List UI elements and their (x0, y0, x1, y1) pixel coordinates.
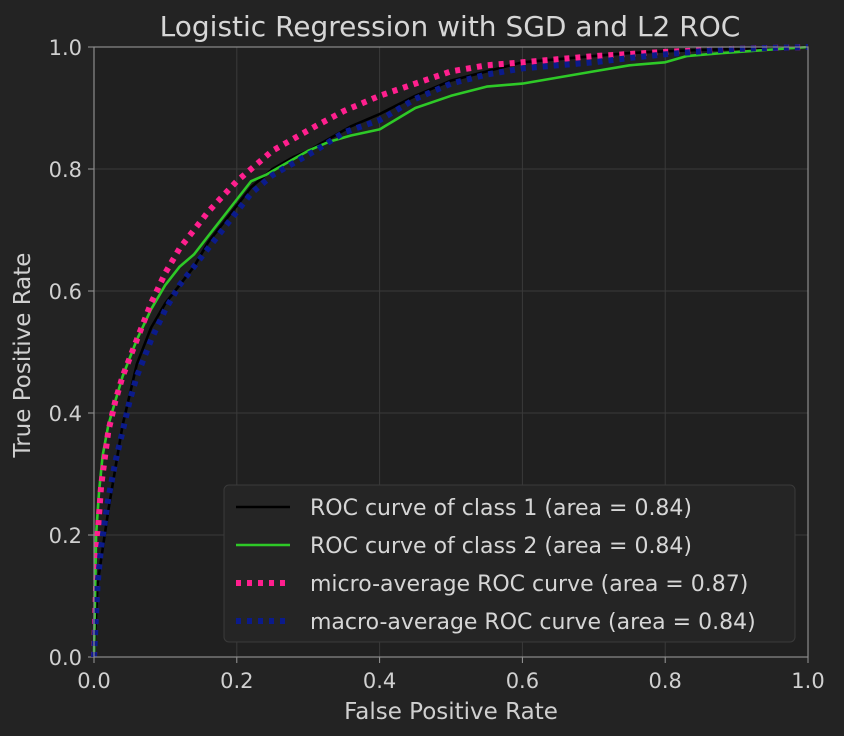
y-tick-label: 0.8 (49, 158, 82, 182)
y-tick-label: 0.2 (49, 524, 82, 548)
legend-label-3: micro-average ROC curve (area = 0.87) (310, 572, 748, 597)
legend-box (223, 484, 796, 643)
x-tick-label: 0.2 (220, 669, 253, 693)
legend-label-2: ROC curve of class 2 (area = 0.84) (310, 534, 692, 559)
chart-title: Logistic Regression with SGD and L2 ROC (160, 10, 741, 43)
legend-label-4: macro-average ROC curve (area = 0.84) (310, 610, 756, 635)
series-line-2 (92, 45, 809, 658)
plot-frame (93, 46, 809, 658)
series-layer (91, 44, 809, 658)
x-tick-label: 0.6 (506, 669, 539, 693)
x-axis-label: False Positive Rate (344, 699, 558, 725)
series-line-4 (91, 44, 809, 658)
legend-label-1: ROC curve of class 1 (area = 0.84) (310, 496, 692, 521)
series-line-1 (92, 45, 809, 658)
y-tick-label: 0.0 (49, 646, 82, 670)
x-tick-label: 0.4 (363, 669, 396, 693)
x-tick-label: 1.0 (791, 669, 824, 693)
axis-ticks: 0.0 0.2 0.4 0.6 0.8 1.0 0.0 0.2 0.4 0.6 0.8 1.0 (49, 36, 825, 693)
x-tick-label: 0.8 (648, 669, 681, 693)
y-tick-label: 1.0 (49, 36, 82, 60)
y-axis-label: True Positive Rate (10, 253, 36, 459)
y-tick-label: 0.6 (49, 280, 82, 304)
y-tick-label: 0.4 (49, 402, 82, 426)
x-tick-label: 0.0 (77, 669, 110, 693)
legend: ROC curve of class 1 (area = 0.84) ROC cu… (223, 484, 796, 643)
